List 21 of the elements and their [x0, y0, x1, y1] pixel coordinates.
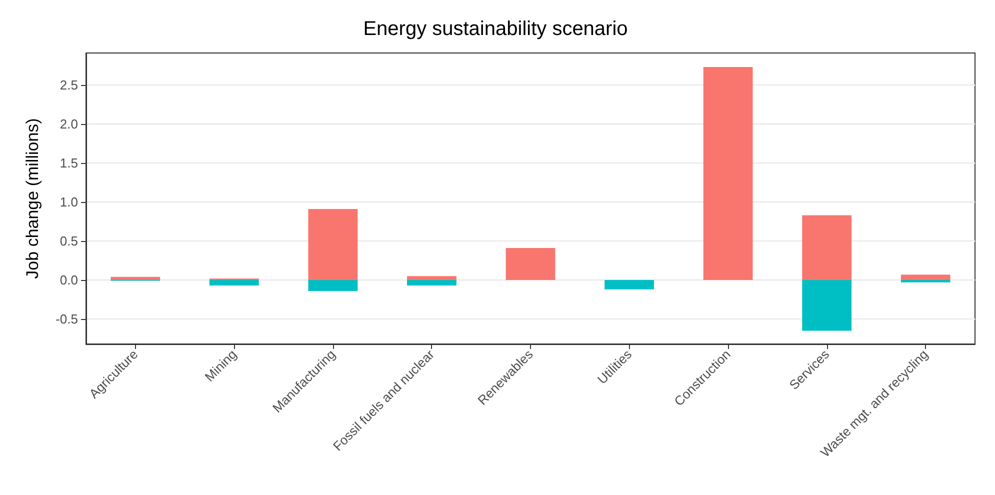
bar	[506, 248, 556, 280]
bar	[802, 280, 852, 331]
y-tick-label: 2.0	[60, 116, 78, 132]
bar	[802, 215, 852, 280]
bar	[900, 274, 950, 280]
bar	[308, 280, 358, 291]
bar	[407, 276, 456, 280]
bar	[209, 280, 259, 286]
bar	[110, 276, 160, 280]
y-tick-label: -0.5	[56, 312, 78, 327]
bar	[703, 67, 753, 280]
y-tick-label: 1.0	[60, 194, 78, 210]
y-tick-label: 0.5	[60, 234, 78, 249]
y-tick-label: 1.5	[60, 156, 78, 171]
bar	[407, 280, 456, 286]
bar	[308, 209, 358, 280]
chart-title: Energy sustainability scenario	[363, 18, 628, 40]
y-axis-title: Job change (millions)	[23, 118, 42, 279]
bar	[604, 280, 654, 290]
y-tick-label: 0.0	[60, 272, 78, 288]
y-tick-label: 2.5	[60, 77, 78, 92]
